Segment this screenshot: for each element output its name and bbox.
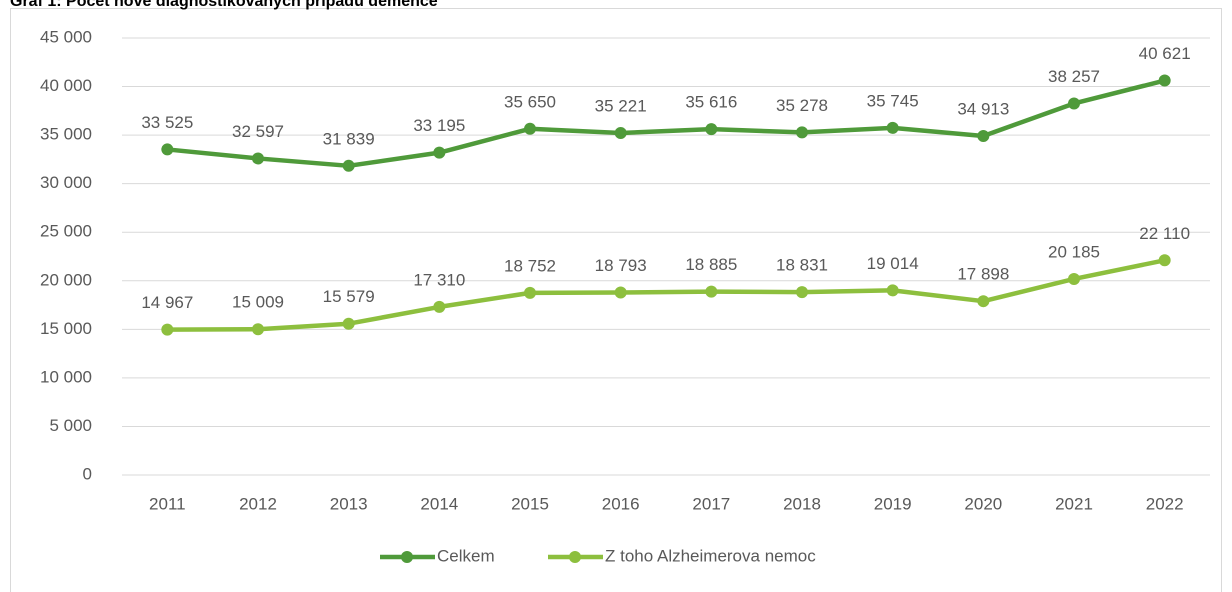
y-tick-label: 40 000: [40, 76, 92, 95]
data-point: [886, 284, 899, 297]
data-point: [252, 152, 264, 165]
y-tick-label: 25 000: [40, 222, 92, 241]
x-tick-label: 2016: [602, 494, 640, 513]
x-tick-label: 2013: [330, 494, 368, 513]
data-label: 38 257: [1048, 67, 1100, 86]
data-point: [1158, 74, 1171, 87]
data-label: 31 839: [323, 129, 375, 148]
data-point: [433, 300, 446, 313]
data-point: [433, 146, 446, 159]
data-point: [342, 317, 355, 330]
data-point: [524, 286, 536, 299]
data-label: 33 525: [141, 113, 193, 132]
data-label: 34 913: [957, 99, 1009, 118]
data-point: [614, 126, 627, 139]
x-tick-label: 2014: [420, 494, 458, 513]
data-point: [161, 323, 174, 336]
data-point: [614, 286, 627, 299]
data-point: [161, 143, 174, 156]
data-point: [886, 121, 899, 134]
y-tick-label: 45 000: [40, 27, 92, 46]
series-line: [167, 78, 1166, 169]
data-label: 40 621: [1139, 44, 1191, 63]
data-label: 35 278: [776, 96, 828, 115]
data-label: 14 967: [141, 293, 193, 312]
data-label: 22 110: [1139, 224, 1190, 243]
data-label: 20 185: [1048, 242, 1100, 261]
data-label: 15 009: [232, 293, 284, 312]
data-label: 18 752: [504, 256, 556, 275]
x-tick-label: 2018: [783, 494, 821, 513]
data-point: [1158, 254, 1171, 267]
data-point: [524, 122, 536, 135]
data-label: 18 831: [776, 256, 828, 275]
x-tick-label: 2015: [511, 494, 549, 513]
x-tick-label: 2012: [239, 494, 277, 513]
legend-marker: [401, 551, 413, 563]
data-point: [796, 126, 808, 139]
data-point: [796, 286, 808, 299]
x-tick-label: 2021: [1055, 494, 1093, 513]
data-point: [342, 159, 355, 172]
y-tick-label: 20 000: [40, 270, 92, 289]
data-point: [705, 285, 718, 298]
data-label: 19 014: [867, 254, 919, 273]
x-tick-label: 2019: [874, 494, 912, 513]
legend-marker: [569, 551, 581, 563]
data-label: 32 597: [232, 122, 284, 141]
y-tick-label: 30 000: [40, 173, 92, 192]
x-tick-label: 2017: [692, 494, 730, 513]
y-tick-label: 5 000: [49, 416, 92, 435]
data-point: [977, 295, 990, 308]
data-point: [1068, 272, 1080, 285]
data-label: 15 579: [323, 287, 375, 306]
data-label: 18 793: [595, 256, 647, 275]
data-point: [1068, 97, 1080, 110]
data-label: 35 221: [595, 96, 647, 115]
data-label: 18 885: [685, 255, 737, 274]
chart-title: Graf 1: Počet nově diagnostikovaných pří…: [10, 0, 438, 10]
chart-border: [10, 8, 1222, 592]
data-point: [705, 123, 718, 136]
data-point: [977, 129, 990, 142]
y-tick-label: 35 000: [40, 125, 92, 144]
data-label: 17 310: [413, 270, 465, 289]
data-label: 17 898: [957, 265, 1009, 284]
data-label: 35 616: [685, 93, 737, 112]
x-tick-label: 2011: [149, 494, 186, 513]
data-label: 35 650: [504, 92, 556, 111]
series-line: [167, 258, 1166, 332]
y-tick-label: 0: [83, 464, 92, 483]
y-tick-label: 15 000: [40, 319, 92, 338]
x-tick-label: 2022: [1146, 494, 1184, 513]
legend-label: Z toho Alzheimerova nemoc: [605, 546, 816, 565]
data-point: [252, 323, 264, 336]
data-label: 33 195: [413, 116, 465, 135]
legend-label: Celkem: [437, 546, 495, 565]
y-tick-label: 10 000: [40, 367, 92, 386]
x-tick-label: 2020: [964, 494, 1002, 513]
data-label: 35 745: [867, 91, 919, 110]
